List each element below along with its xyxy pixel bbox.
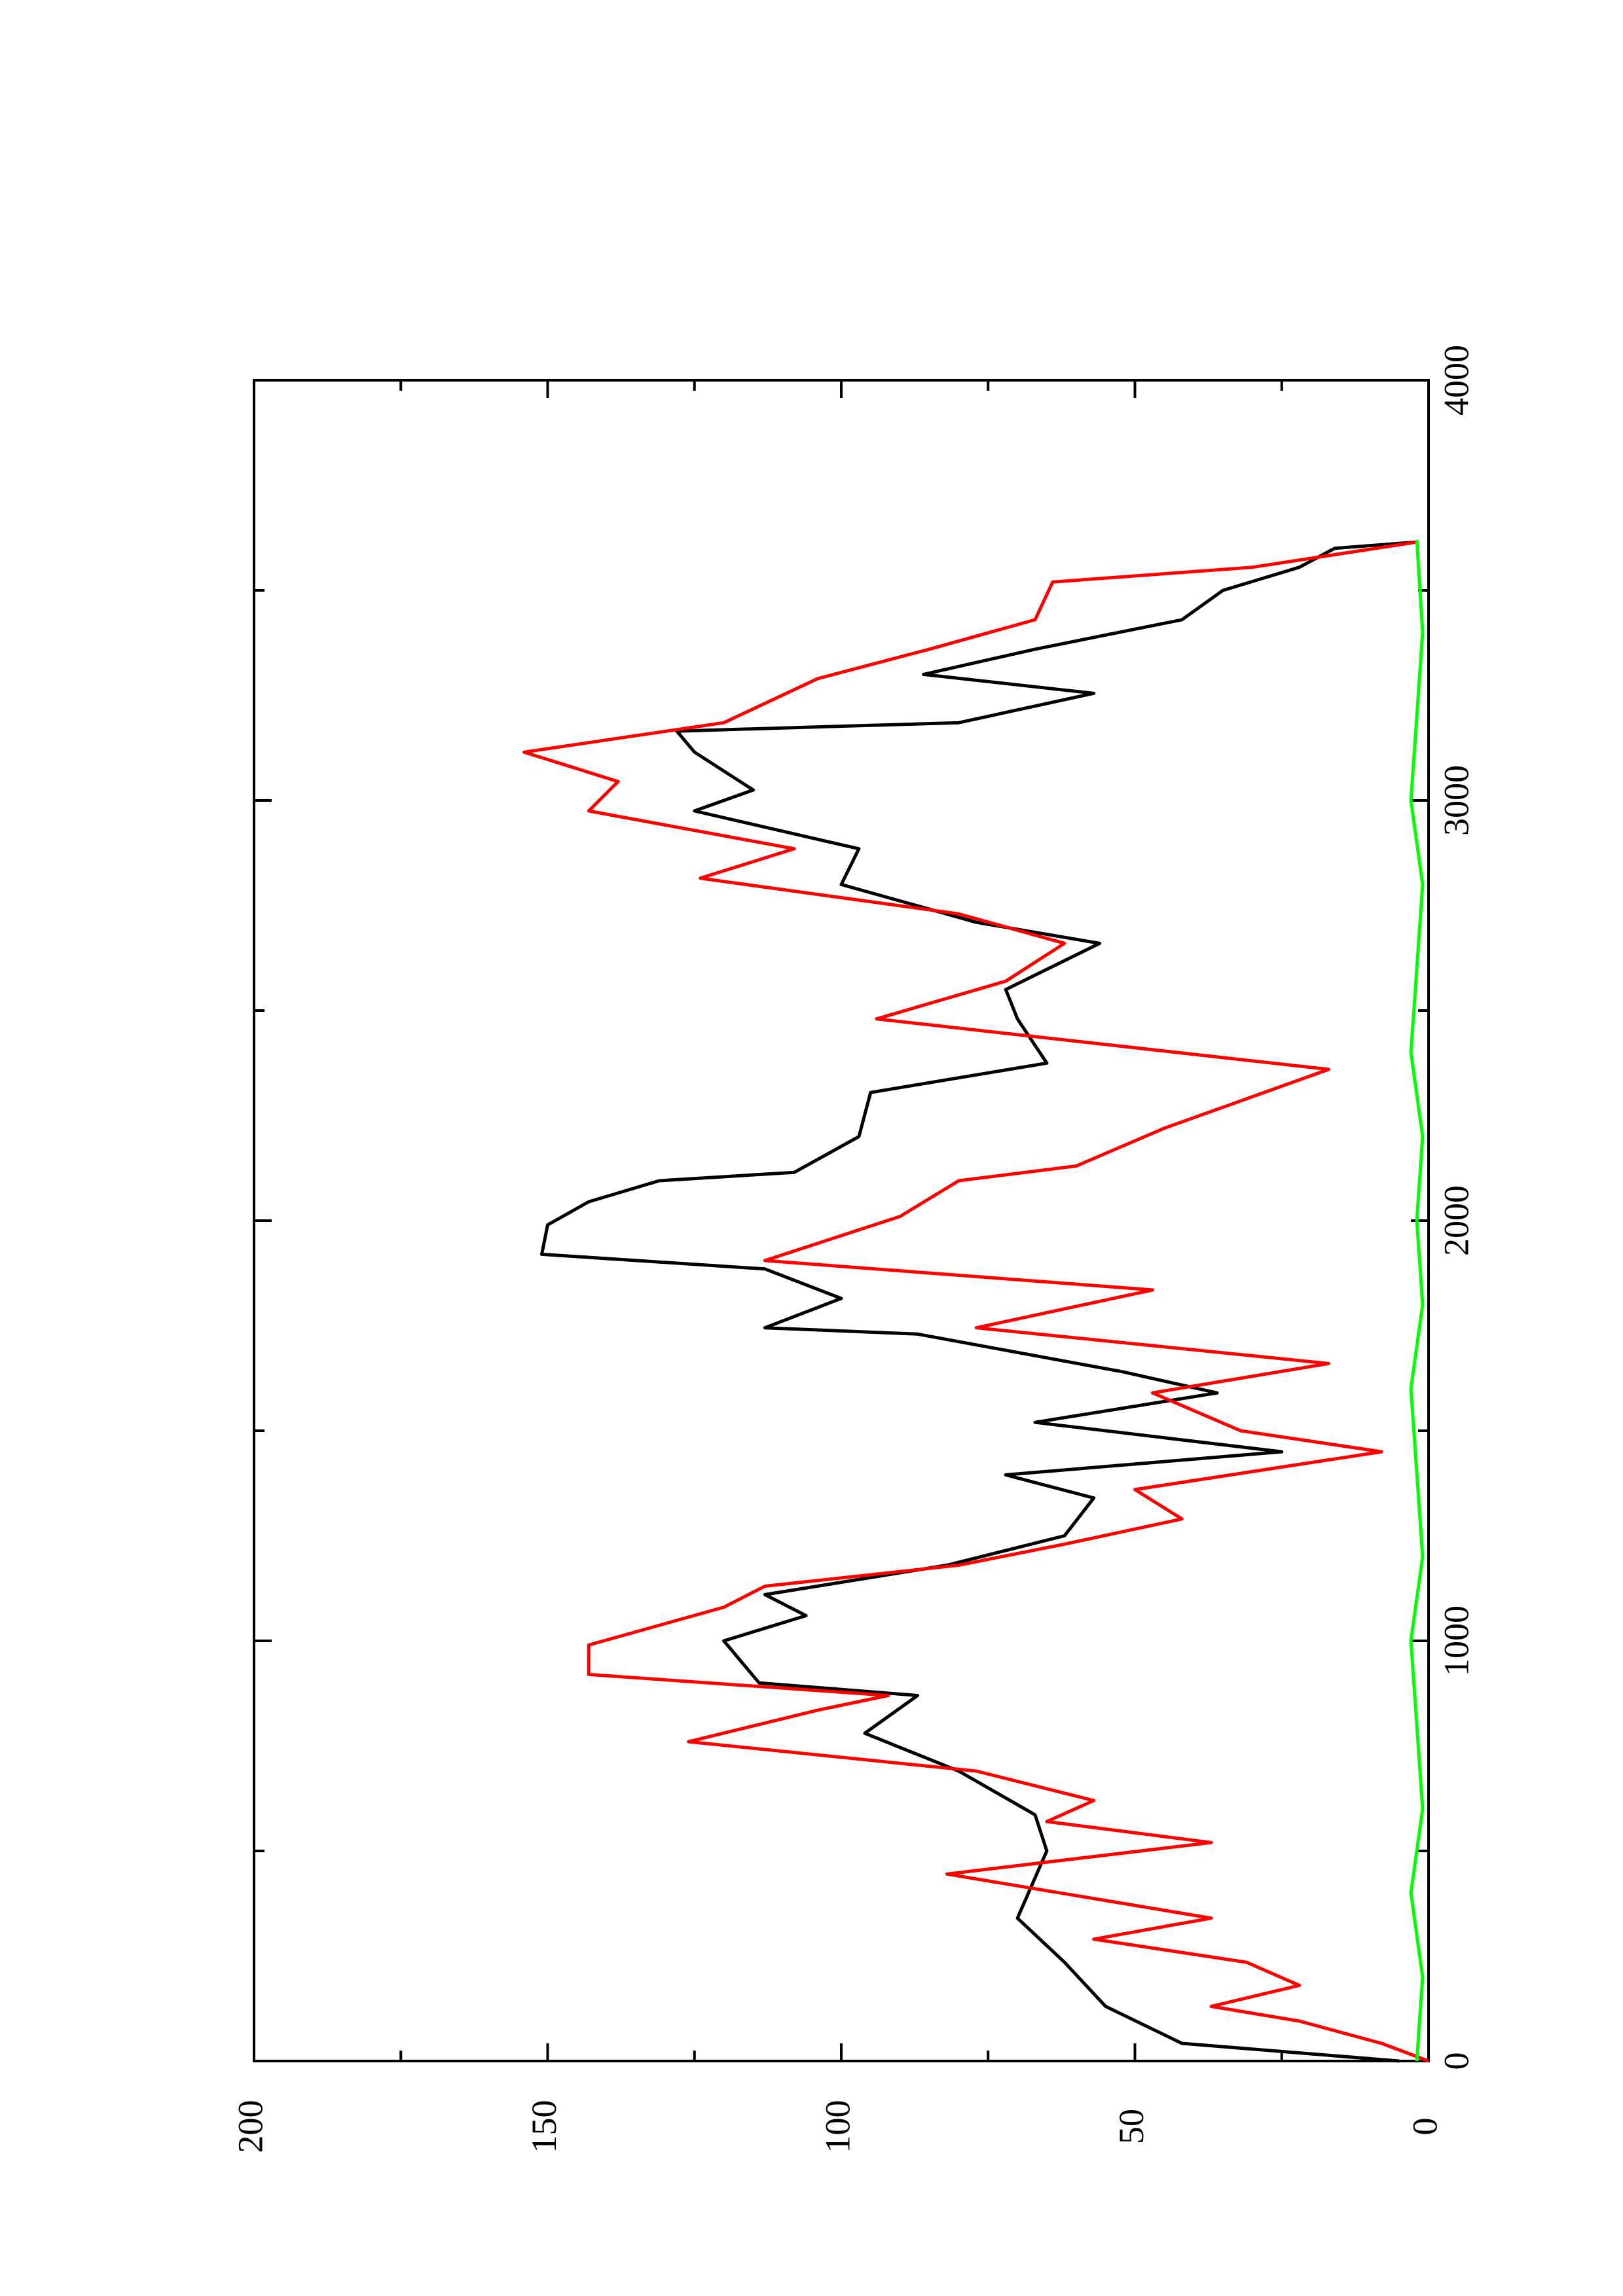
x-tick-label: 2000 bbox=[1436, 1185, 1476, 1256]
series-line bbox=[540, 540, 1417, 2063]
y-tick-label: 200 bbox=[230, 2100, 270, 2153]
x-tick-label: 0 bbox=[1436, 2053, 1476, 2070]
y-tick-label: 50 bbox=[1112, 2109, 1151, 2144]
y-tick-label: 100 bbox=[818, 2100, 857, 2153]
y-tick-label: 150 bbox=[524, 2100, 564, 2153]
x-tick-label: 3000 bbox=[1436, 765, 1476, 836]
series-line bbox=[522, 540, 1429, 2063]
x-tick-label: 1000 bbox=[1436, 1605, 1476, 1676]
plot-frame bbox=[253, 379, 1430, 2062]
y-tick-label: 0 bbox=[1405, 2118, 1444, 2136]
series-line bbox=[1409, 539, 1425, 2062]
x-tick-label: 4000 bbox=[1436, 345, 1476, 416]
